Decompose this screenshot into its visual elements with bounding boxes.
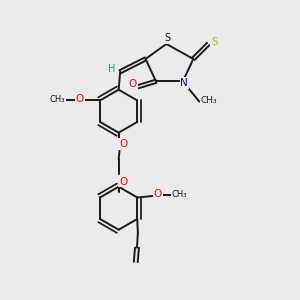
Text: S: S [211,37,217,46]
Text: O: O [76,94,84,104]
Text: CH₃: CH₃ [172,190,188,199]
Text: O: O [153,189,162,199]
Text: O: O [119,177,127,187]
Text: N: N [181,78,188,88]
Text: CH₃: CH₃ [50,95,65,104]
Text: O: O [119,139,127,149]
Text: S: S [165,33,171,43]
Text: CH₃: CH₃ [200,96,217,105]
Text: O: O [129,79,137,89]
Text: H: H [108,64,116,74]
